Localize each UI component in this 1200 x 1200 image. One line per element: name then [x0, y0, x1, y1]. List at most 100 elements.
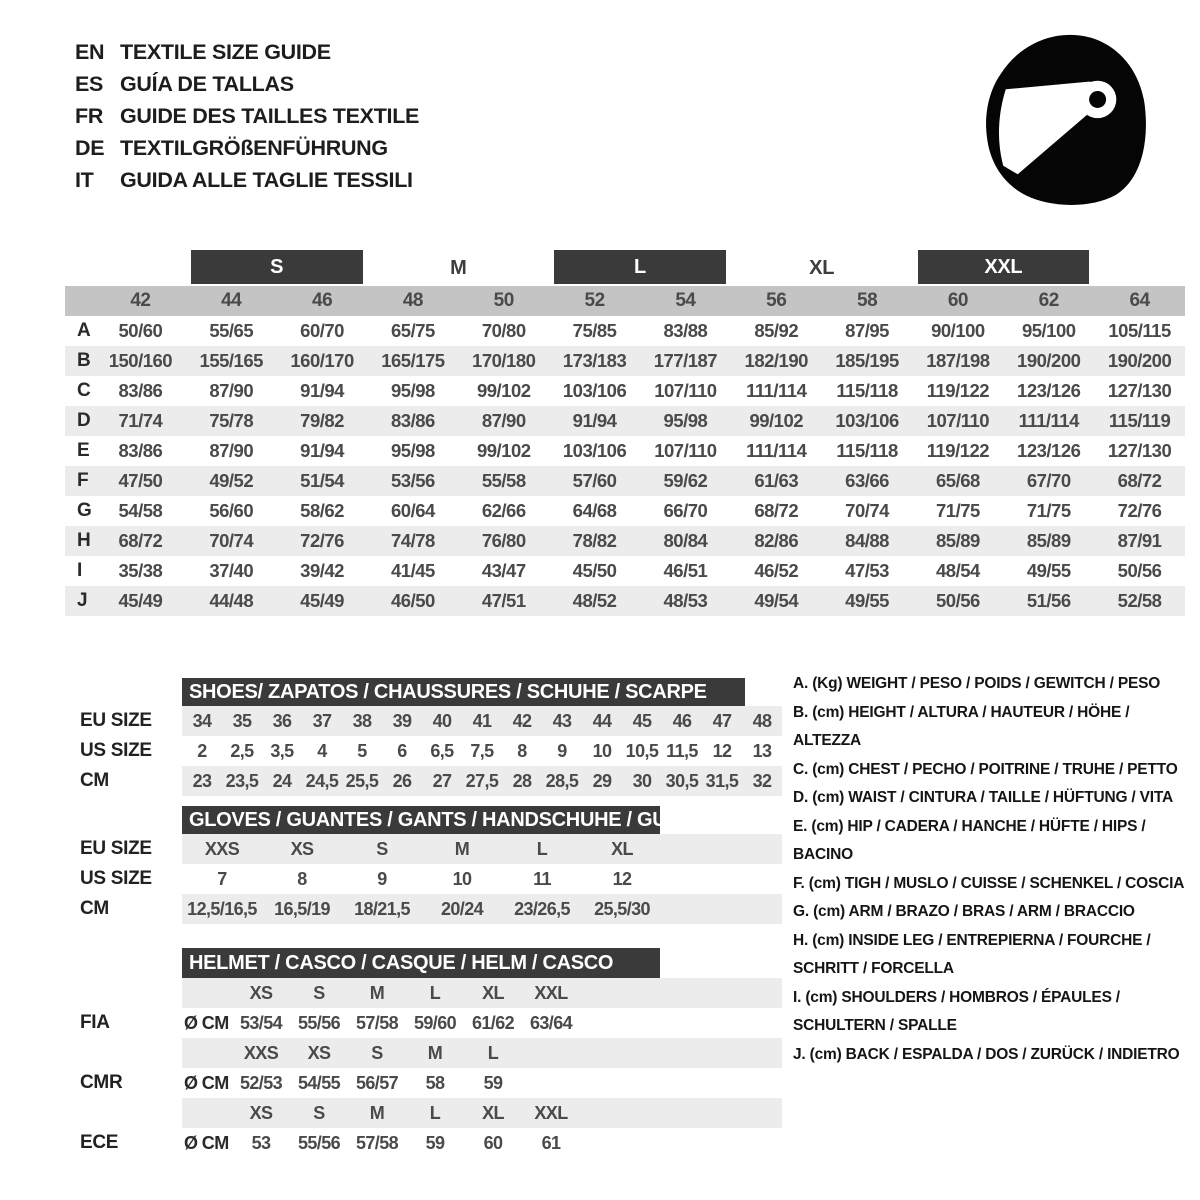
measure-value: 87/90: [209, 380, 254, 401]
shoes-table-values: 34 35 36 37 38 39 40 41 42 43 44 45 46 47 48: [182, 706, 782, 736]
size-value: 36: [272, 710, 292, 731]
helmet-size-label: XXL: [534, 1102, 568, 1123]
size-value: 40: [432, 710, 452, 731]
helmet-size-label: L: [429, 982, 441, 1003]
measure-value: 48/53: [663, 590, 708, 611]
measure-value: 76/80: [481, 530, 526, 551]
measure-value: 177/187: [653, 350, 718, 371]
row-label: [80, 1098, 182, 1128]
diameter-unit-label: Ø CM: [184, 1072, 229, 1093]
size-group-m: M: [450, 256, 467, 279]
measure-value: 62/66: [481, 500, 526, 521]
row-label: EU SIZE: [80, 710, 152, 731]
legend-item: H. (cm) INSIDE LEG / ENTREPIERNA / FOURC…: [793, 931, 1151, 978]
helmet-size-label: S: [313, 1102, 325, 1123]
size-group-xxl: XXL: [917, 250, 1090, 284]
measure-row-g: G 54/58 56/60 58/62 60/64 62/66 64/68 66/70 68/7…: [65, 496, 1185, 526]
numeric-size: 42: [130, 290, 151, 311]
size-value: 24,5: [305, 770, 339, 791]
helmet-size-row-cmr: XXS XS S M L: [80, 1038, 800, 1068]
measure-value: 127/130: [1107, 380, 1172, 401]
size-value: 23/26,5: [514, 898, 570, 919]
language-list: EN TEXTILE SIZE GUIDE ES GUÍA DE TALLAS FR GU…: [75, 36, 419, 196]
row-label: US SIZE: [80, 740, 152, 761]
unit-spacer: [182, 1038, 232, 1068]
size-value: 45: [632, 710, 652, 731]
measure-row-b: B 150/160 155/165 160/170 165/175 170/180 173/…: [65, 346, 1185, 376]
measure-value: 83/86: [118, 380, 163, 401]
size-value: 10: [452, 868, 472, 889]
gloves-table-row: US SIZE 7 8 9 10 11 12: [80, 864, 800, 894]
size-value: 23,5: [225, 770, 259, 791]
helmet-size-label: L: [487, 1042, 499, 1063]
measure-value: 87/90: [481, 410, 526, 431]
size-value: 6,5: [430, 740, 454, 761]
gloves-table-values: 7 8 9 10 11 12: [182, 864, 782, 894]
size-group-xl: XL: [809, 256, 835, 279]
measure-value: 91/94: [300, 380, 344, 401]
size-value: 18/21,5: [354, 898, 410, 919]
measure-value: 60/70: [300, 320, 344, 341]
measure-value: 55/58: [481, 470, 526, 491]
shoes-table-values: 23 23,5 24 24,5 25,5 26 27 27,5 28 28,5 29 30 30,5 31…: [182, 766, 782, 796]
measure-value: 70/74: [845, 500, 889, 521]
measure-value: 48/52: [572, 590, 617, 611]
measure-value: 71/75: [1026, 500, 1071, 521]
size-value: 34: [192, 710, 212, 731]
row-label: EU SIZE: [80, 838, 152, 859]
helmet-size-value: 60: [483, 1132, 503, 1153]
measure-value: 78/82: [572, 530, 617, 551]
measure-value: 115/118: [836, 440, 898, 461]
measure-row-label: J: [77, 590, 88, 611]
measure-value: 47/53: [845, 560, 889, 581]
measure-value: 57/60: [572, 470, 617, 491]
measure-value: 58/62: [300, 500, 344, 521]
helmet-size-value: 57/58: [355, 1132, 399, 1153]
measure-value: 170/180: [472, 350, 536, 371]
size-value: 10,5: [625, 740, 659, 761]
shoes-rows: EU SIZE 34 35 36 37 38 39 40 41 42 43 44 45 46 47 48 US …: [80, 706, 800, 796]
numeric-size: 54: [675, 290, 696, 311]
size-value: XL: [611, 838, 633, 859]
helmet-values: Ø CM 53 55/56 57/58 59 60 61: [182, 1128, 782, 1158]
measure-value: 54/58: [118, 500, 163, 521]
measure-value: 68/72: [754, 500, 799, 521]
language-title: GUÍA DE TALLAS: [120, 71, 294, 96]
measure-row-label: B: [77, 350, 91, 371]
measure-row-label: C: [77, 380, 91, 401]
helmet-size-row-fia: XS S M L XL XXL: [80, 978, 800, 1008]
size-value: 12,5/16,5: [187, 898, 257, 919]
size-value: 10: [592, 740, 612, 761]
measurement-legend: A. (Kg) WEIGHT / PESO / POIDS / GEWITCH …: [793, 670, 1189, 1069]
size-value: 39: [392, 710, 412, 731]
measure-value: 75/78: [209, 410, 254, 431]
measure-value: 60/64: [391, 500, 435, 521]
helmet-size-label: XL: [482, 982, 504, 1003]
helmet-size-label: S: [313, 982, 325, 1003]
size-value: 12: [712, 740, 732, 761]
language-item: FR GUIDE DES TAILLES TEXTILE: [75, 100, 419, 132]
racing-helmet-icon: [982, 28, 1152, 210]
size-value: 38: [352, 710, 372, 731]
size-value: 11,5: [666, 740, 698, 761]
size-value: 44: [592, 710, 612, 731]
measure-value: 85/89: [936, 530, 980, 551]
measure-value: 99/102: [476, 440, 531, 461]
measure-value: 59/62: [663, 470, 708, 491]
measure-row-label: D: [77, 410, 91, 431]
language-code: FR: [75, 103, 104, 128]
measure-value: 107/110: [654, 440, 717, 461]
helmet-size-value: 59/60: [413, 1012, 457, 1033]
measure-value: 67/70: [1026, 470, 1071, 491]
measure-value: 51/54: [300, 470, 344, 491]
helmet-size-label: M: [369, 1102, 385, 1123]
measure-value: 45/49: [300, 590, 344, 611]
measure-value: 90/100: [931, 320, 985, 341]
measure-value: 123/126: [1017, 440, 1081, 461]
helmet-size-value: 61/62: [471, 1012, 515, 1033]
measure-value: 51/56: [1026, 590, 1071, 611]
helmet-size-label: XS: [307, 1042, 331, 1063]
helmet-size-value: 59: [425, 1132, 445, 1153]
legend-item: G. (cm) ARM / BRAZO / BRAS / ARM / BRACC…: [793, 903, 1135, 920]
